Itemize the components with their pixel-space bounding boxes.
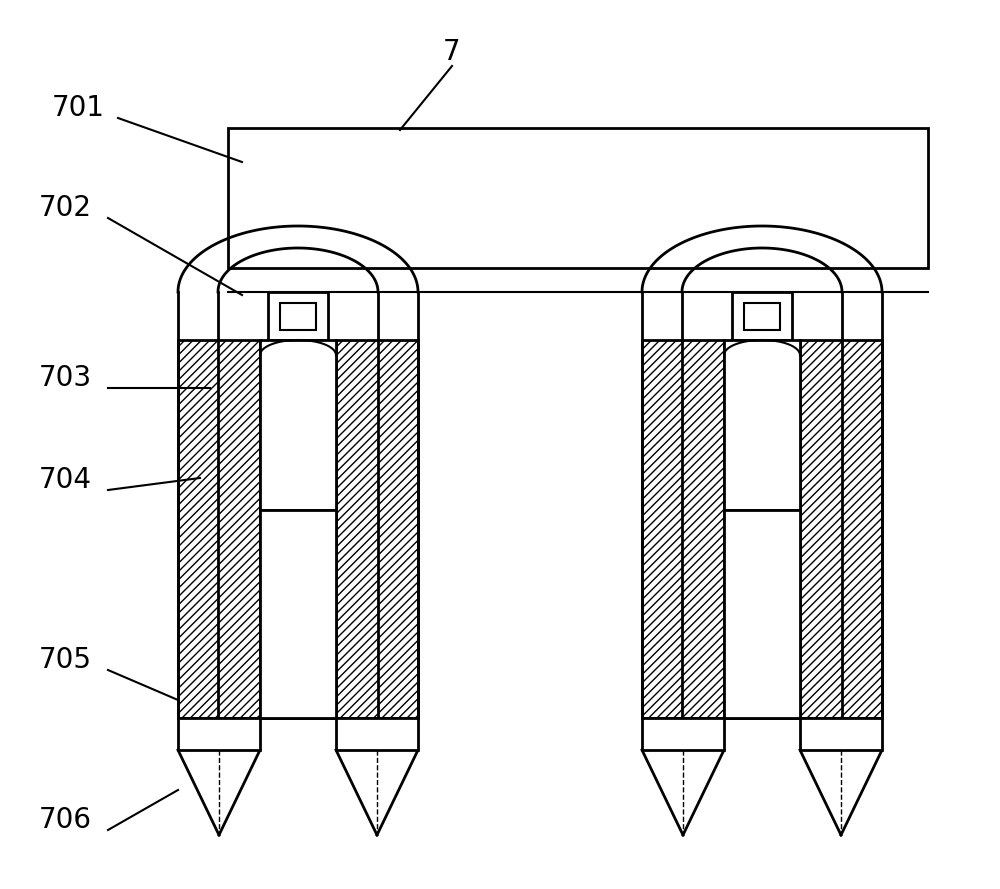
Bar xyxy=(336,340,418,718)
Bar xyxy=(260,340,336,510)
Bar xyxy=(178,718,260,750)
Bar xyxy=(280,303,316,330)
Text: 701: 701 xyxy=(52,94,104,122)
Bar xyxy=(724,340,800,510)
Bar xyxy=(260,510,336,718)
Bar xyxy=(178,340,260,718)
Bar xyxy=(732,292,792,340)
Bar xyxy=(268,292,328,340)
Bar xyxy=(642,340,724,718)
Text: 705: 705 xyxy=(38,646,92,674)
Bar xyxy=(744,303,780,330)
Bar xyxy=(800,340,882,718)
Bar xyxy=(724,510,800,718)
Text: 7: 7 xyxy=(443,38,461,66)
Bar xyxy=(228,128,928,268)
Text: 704: 704 xyxy=(38,466,92,494)
Text: 703: 703 xyxy=(38,364,92,392)
Bar xyxy=(800,718,882,750)
Text: 706: 706 xyxy=(38,806,92,834)
Bar xyxy=(336,718,418,750)
Bar xyxy=(642,718,724,750)
Text: 702: 702 xyxy=(38,194,92,222)
